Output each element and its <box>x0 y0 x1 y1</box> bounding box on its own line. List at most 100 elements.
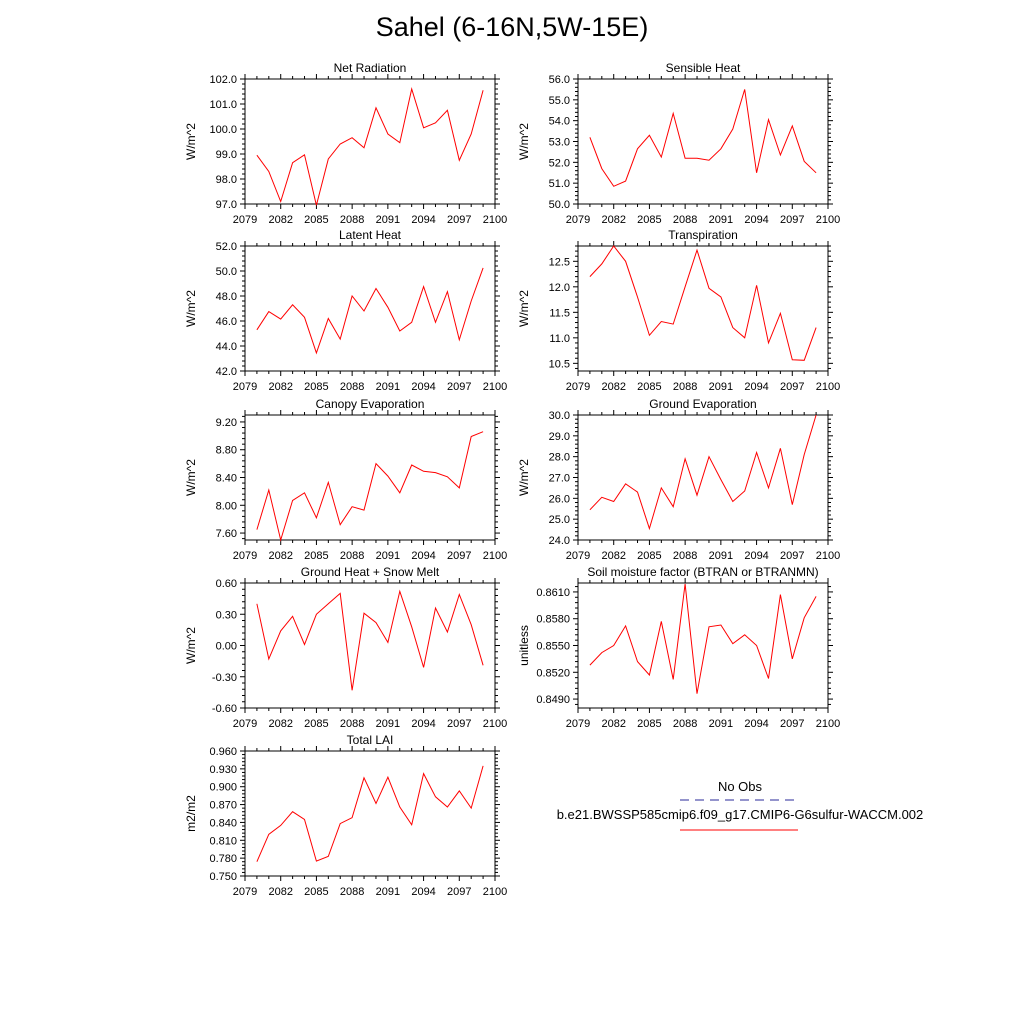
panel-title: Sensible Heat <box>666 61 741 75</box>
x-tick-label: 2088 <box>673 550 697 562</box>
x-tick-label: 2097 <box>780 550 804 562</box>
y-axis-label: W/m^2 <box>517 290 531 327</box>
x-tick-label: 2100 <box>483 550 507 562</box>
chart-panel: 2079 2082 2085 2088 2091 2094 2097 2100 24.0 25.0… <box>517 397 840 562</box>
chart-panel: 2079 2082 2085 2088 2091 2094 2097 2100 42.0 44.0… <box>184 228 507 393</box>
y-tick-label: 0.00 <box>216 641 237 653</box>
y-tick-label: 0.8520 <box>536 667 570 679</box>
x-tick-label: 2097 <box>447 550 471 562</box>
x-tick-label: 2100 <box>483 886 507 898</box>
x-tick-label: 2088 <box>340 550 364 562</box>
y-tick-label: 12.5 <box>549 256 570 268</box>
x-tick-label: 2094 <box>411 718 435 730</box>
x-tick-label: 2079 <box>233 381 257 393</box>
x-tick-label: 2094 <box>411 886 435 898</box>
y-tick-label: 0.960 <box>209 746 237 758</box>
y-tick-label: 44.0 <box>216 341 237 353</box>
y-tick-label: 7.60 <box>216 528 237 540</box>
panel-title: Latent Heat <box>339 228 402 242</box>
y-tick-label: 46.0 <box>216 316 237 328</box>
plot-frame <box>244 78 496 205</box>
x-tick-label: 2085 <box>637 381 661 393</box>
chart-panel: 2079 2082 2085 2088 2091 2094 2097 2100 0.8490 0.… <box>517 565 840 730</box>
x-tick-label: 2091 <box>376 214 400 226</box>
x-tick-label: 2097 <box>780 214 804 226</box>
x-tick-label: 2100 <box>816 550 840 562</box>
x-tick-label: 2082 <box>601 718 625 730</box>
chart-panel: 2079 2082 2085 2088 2091 2094 2097 2100 10.5 11.0… <box>517 228 840 393</box>
y-tick-label: 56.0 <box>549 74 570 86</box>
x-tick-label: 2094 <box>744 718 768 730</box>
y-tick-label: 9.20 <box>216 417 237 429</box>
x-tick-label: 2088 <box>673 214 697 226</box>
x-tick-label: 2079 <box>233 214 257 226</box>
legend-obs-label: No Obs <box>717 779 763 794</box>
x-tick-label: 2085 <box>304 550 328 562</box>
panel-title: Net Radiation <box>334 61 407 75</box>
x-tick-label: 2091 <box>709 381 733 393</box>
y-axis-label: W/m^2 <box>517 459 531 496</box>
y-axis-label: W/m^2 <box>184 627 198 664</box>
y-tick-label: -0.30 <box>212 672 237 684</box>
x-tick-label: 2082 <box>268 214 292 226</box>
y-tick-label: 0.8580 <box>536 614 570 626</box>
x-tick-label: 2082 <box>268 381 292 393</box>
plot-frame <box>244 245 496 372</box>
x-tick-label: 2091 <box>376 550 400 562</box>
series-line <box>589 414 817 531</box>
y-tick-label: 51.0 <box>549 178 570 190</box>
x-tick-label: 2100 <box>816 214 840 226</box>
y-tick-label: 42.0 <box>216 366 237 378</box>
y-tick-label: 30.0 <box>549 410 570 422</box>
y-tick-label: 0.930 <box>209 764 237 776</box>
plot-frame <box>577 245 829 372</box>
y-tick-label: 10.5 <box>549 358 570 370</box>
x-tick-label: 2079 <box>566 718 590 730</box>
y-tick-label: 99.0 <box>216 149 237 161</box>
x-tick-label: 2088 <box>340 214 364 226</box>
panel-title: Ground Heat + Snow Melt <box>301 565 440 579</box>
plot-frame <box>244 750 496 877</box>
x-tick-label: 2088 <box>340 718 364 730</box>
y-axis-label: W/m^2 <box>184 123 198 160</box>
x-tick-label: 2085 <box>304 886 328 898</box>
y-tick-label: 0.8490 <box>536 694 570 706</box>
y-tick-label: 0.60 <box>216 578 237 590</box>
y-tick-label: 52.0 <box>549 157 570 169</box>
chart-panel: 2079 2082 2085 2088 2091 2094 2097 2100 -0.60 -0.… <box>184 565 507 730</box>
x-tick-label: 2079 <box>566 381 590 393</box>
x-tick-label: 2100 <box>483 718 507 730</box>
x-tick-label: 2100 <box>483 214 507 226</box>
y-axis-label: W/m^2 <box>184 459 198 496</box>
y-tick-label: 28.0 <box>549 452 570 464</box>
y-tick-label: 29.0 <box>549 431 570 443</box>
series-line <box>589 245 817 361</box>
y-tick-label: 11.0 <box>549 333 570 345</box>
y-tick-label: 8.80 <box>216 445 237 457</box>
x-tick-label: 2079 <box>566 550 590 562</box>
x-tick-label: 2097 <box>447 214 471 226</box>
x-tick-label: 2094 <box>411 214 435 226</box>
x-tick-label: 2082 <box>601 381 625 393</box>
y-tick-label: 52.0 <box>216 241 237 253</box>
x-tick-label: 2082 <box>268 886 292 898</box>
plot-frame <box>577 582 829 709</box>
x-tick-label: 2097 <box>447 381 471 393</box>
panel-title: Ground Evaporation <box>649 397 756 411</box>
y-tick-label: 0.750 <box>209 871 237 883</box>
chart-panel: 2079 2082 2085 2088 2091 2094 2097 2100 0.750 0.7… <box>184 733 507 898</box>
y-tick-label: 24.0 <box>549 535 570 547</box>
x-tick-label: 2091 <box>376 886 400 898</box>
y-tick-label: 26.0 <box>549 493 570 505</box>
x-tick-label: 2088 <box>340 886 364 898</box>
x-tick-label: 2097 <box>780 381 804 393</box>
panel-title: Soil moisture factor (BTRAN or BTRANMN) <box>587 565 818 579</box>
x-tick-label: 2100 <box>816 718 840 730</box>
y-tick-label: 25.0 <box>549 514 570 526</box>
x-tick-label: 2088 <box>673 381 697 393</box>
y-tick-label: 0.780 <box>209 853 237 865</box>
y-tick-label: 55.0 <box>549 95 570 107</box>
y-tick-label: 12.0 <box>549 282 570 294</box>
y-tick-label: 100.0 <box>209 124 237 136</box>
page-title: Sahel (6-16N,5W-15E) <box>375 12 649 42</box>
